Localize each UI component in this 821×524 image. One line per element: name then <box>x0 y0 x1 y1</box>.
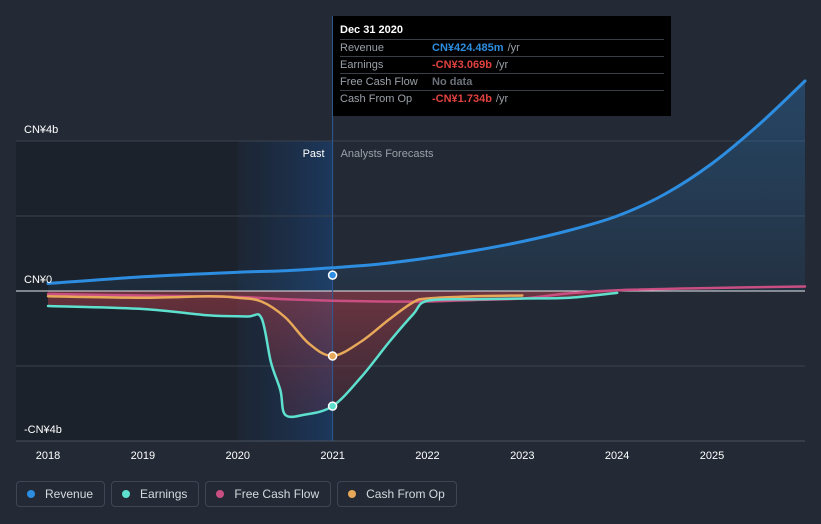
tooltip-row-cash-from-op: Cash From Op -CN¥1.734b /yr <box>340 90 664 107</box>
x-tick-label: 2024 <box>605 450 629 462</box>
x-tick-label: 2019 <box>131 450 155 462</box>
legend-label: Free Cash Flow <box>234 487 320 501</box>
series-line-cash-from-op <box>46 294 524 358</box>
legend-dot-icon <box>216 490 225 498</box>
y-axis-label: -CN¥4b <box>24 424 62 436</box>
legend-dot-icon <box>27 490 35 498</box>
x-tick-label: 2023 <box>510 450 534 462</box>
x-tick-label: 2025 <box>700 450 724 462</box>
tooltip-row-free-cash-flow: Free Cash Flow No data <box>340 73 664 90</box>
tooltip-row-earnings: Earnings -CN¥3.069b /yr <box>340 56 664 73</box>
marker-revenue <box>327 270 338 280</box>
tooltip: Dec 31 2020 Revenue CN¥424.485m /yr Earn… <box>333 16 671 116</box>
x-tick-label: 2022 <box>415 450 439 462</box>
legend-label: Earnings <box>140 487 188 501</box>
tooltip-row-revenue: Revenue CN¥424.485m /yr <box>340 39 664 56</box>
series-line-earnings <box>46 291 619 419</box>
forecast-label: Analysts Forecasts <box>341 148 434 160</box>
legend-label: Cash From Op <box>366 487 445 501</box>
y-axis-label: CN¥4b <box>24 124 58 136</box>
legend-dot-icon <box>122 490 131 498</box>
legend: Revenue Earnings Free Cash Flow Cash Fro… <box>16 481 457 507</box>
y-axis-label: CN¥0 <box>24 274 52 286</box>
marker-cash-from-op <box>327 351 338 361</box>
revenue-area <box>48 81 805 291</box>
series-line-revenue <box>46 79 807 285</box>
tooltip-label: Revenue <box>340 42 385 54</box>
x-tick-label: 2018 <box>36 450 60 462</box>
tooltip-label: Cash From Op <box>340 93 413 105</box>
tooltip-unit: /yr <box>495 93 509 105</box>
legend-label: Revenue <box>45 487 94 501</box>
legend-item-cash-from-op[interactable]: Cash From Op <box>337 481 457 507</box>
tooltip-label: Free Cash Flow <box>340 76 418 88</box>
tooltip-unit: /yr <box>507 42 520 54</box>
tooltip-value: No data <box>432 76 473 88</box>
tooltip-value: CN¥424.485m <box>432 42 504 54</box>
legend-item-free-cash-flow[interactable]: Free Cash Flow <box>205 481 332 507</box>
tooltip-date: Dec 31 2020 <box>340 24 403 36</box>
tooltip-value: -CN¥1.734b <box>432 93 492 105</box>
marker-earnings <box>327 401 338 411</box>
tooltip-unit: /yr <box>495 59 509 71</box>
x-tick-label: 2020 <box>225 450 249 462</box>
x-tick-label: 2021 <box>320 450 344 462</box>
legend-dot-icon <box>348 490 357 498</box>
tooltip-value: -CN¥3.069b <box>432 59 492 71</box>
past-label: Past <box>303 148 325 160</box>
legend-item-revenue[interactable]: Revenue <box>16 481 106 507</box>
tooltip-label: Earnings <box>340 59 384 71</box>
legend-item-earnings[interactable]: Earnings <box>111 481 200 507</box>
